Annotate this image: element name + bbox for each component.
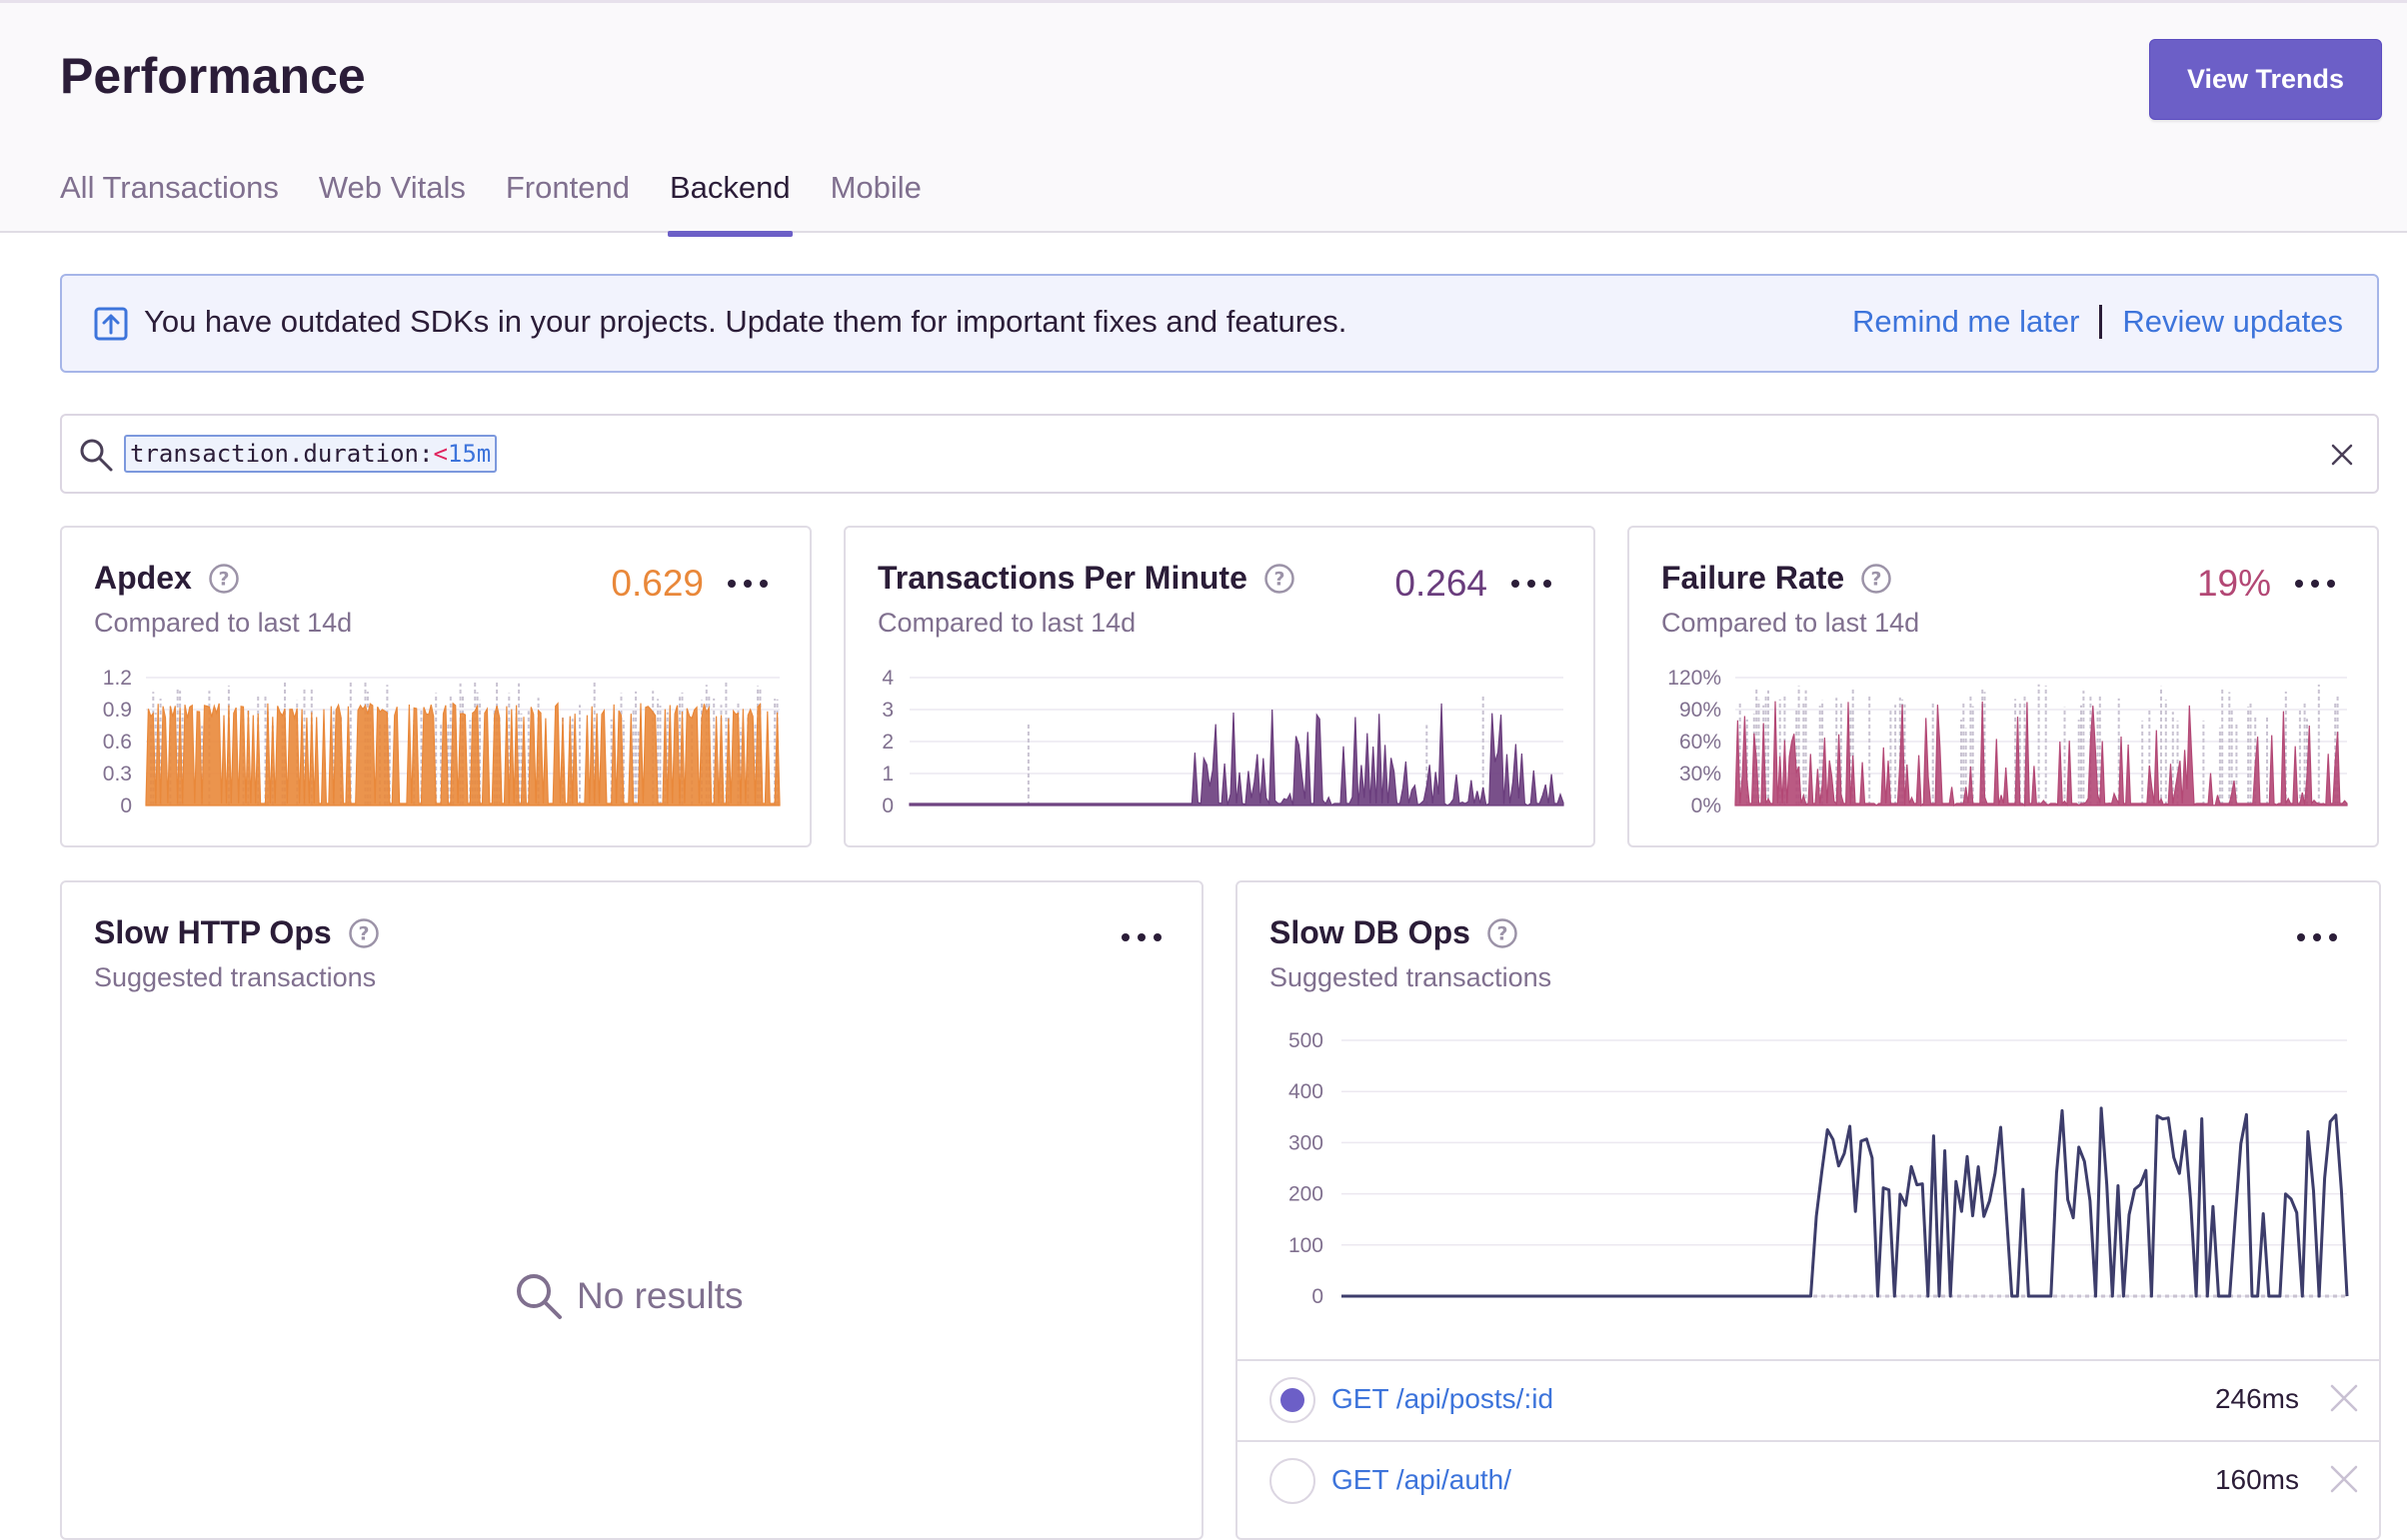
more-options-icon[interactable]: [1120, 931, 1164, 943]
filter-operator: <: [433, 440, 448, 468]
y-tick-label: 0: [120, 794, 132, 817]
upgrade-icon: [94, 307, 128, 341]
transaction-row[interactable]: GET /api/posts/:id 246ms: [1237, 1359, 2381, 1439]
apdex-subtitle: Compared to last 14d: [94, 608, 353, 638]
y-tick-label: 500: [1288, 1029, 1323, 1052]
y-tick-label: 1.2: [103, 667, 132, 690]
tab-backend[interactable]: Backend: [667, 163, 793, 237]
tpm-chart: 4 3 2 1 0: [882, 667, 1564, 817]
slow-http-subtitle: Suggested transactions: [94, 962, 377, 992]
slow-http-ops-card: Slow HTTP Ops ? Suggested transactions: [60, 880, 1204, 1540]
apdex-title: Apdex: [94, 560, 192, 596]
y-tick-label: 90%: [1679, 699, 1721, 722]
slow-db-chart: 500 400 300 200 100 0: [1288, 1029, 2349, 1308]
review-updates-link[interactable]: Review updates: [2122, 304, 2343, 339]
failure-rate-value: 19%: [2196, 563, 2271, 604]
svg-text:?: ?: [1871, 568, 1882, 590]
y-tick-label: 0: [882, 794, 894, 817]
more-options-icon[interactable]: [2295, 931, 2339, 943]
y-tick-label: 30%: [1679, 763, 1721, 785]
slow-db-subtitle: Suggested transactions: [1269, 962, 1552, 992]
y-tick-label: 2: [882, 731, 894, 754]
apdex-chart: 1.2 0.9 0.6 0.3 0: [103, 667, 781, 817]
y-tick-label: 4: [882, 667, 894, 690]
y-tick-label: 300: [1288, 1131, 1323, 1154]
y-tick-label: 120%: [1667, 667, 1721, 690]
tab-web-vitals[interactable]: Web Vitals: [318, 170, 466, 205]
failure-rate-card: Failure Rate ? Compared to last 14d 19% …: [1627, 526, 2379, 847]
series-area: [145, 702, 781, 806]
search-icon: [80, 439, 113, 472]
tpm-value: 0.264: [1394, 563, 1487, 604]
slow-db-ops-card: Slow DB Ops ? Suggested transactions 500…: [1235, 880, 2381, 1540]
y-tick-label: 0: [1311, 1285, 1323, 1308]
outdated-sdk-alert: You have outdated SDKs in your projects.…: [60, 274, 2379, 373]
transaction-link[interactable]: GET /api/auth/: [1331, 1464, 1512, 1495]
help-icon[interactable]: ?: [1860, 563, 1892, 595]
failure-rate-chart: 120% 90% 60% 30% 0%: [1667, 667, 2348, 817]
transaction-duration: 160ms: [2214, 1464, 2299, 1495]
transaction-radio[interactable]: [1269, 1458, 1315, 1504]
no-results-text: No results: [577, 1275, 744, 1316]
help-icon[interactable]: ?: [348, 917, 380, 949]
transaction-duration: 246ms: [2214, 1383, 2299, 1414]
alert-separator: [2099, 305, 2103, 339]
failure-rate-title: Failure Rate: [1661, 560, 1845, 596]
page-title: Performance: [60, 48, 366, 104]
y-tick-label: 400: [1288, 1080, 1323, 1103]
svg-text:?: ?: [1496, 922, 1507, 944]
help-icon[interactable]: ?: [1263, 563, 1295, 595]
tab-frontend[interactable]: Frontend: [505, 170, 630, 205]
tab-mobile[interactable]: Mobile: [830, 170, 922, 205]
transaction-row[interactable]: GET /api/auth/ 160ms: [1237, 1440, 2381, 1520]
help-icon[interactable]: ?: [1486, 917, 1518, 949]
more-options-icon[interactable]: [2293, 578, 2337, 590]
series-area: [909, 703, 1564, 806]
svg-text:?: ?: [358, 922, 369, 944]
view-trends-button[interactable]: View Trends: [2149, 39, 2382, 120]
apdex-card: Apdex ? Compared to last 14d 0.629 1.2 0.…: [60, 526, 812, 847]
remind-me-later-link[interactable]: Remind me later: [1852, 304, 2080, 339]
y-tick-label: 60%: [1679, 731, 1721, 754]
close-icon[interactable]: [2329, 1383, 2359, 1413]
page-header: Performance View Trends All Transactions…: [0, 0, 2407, 237]
svg-text:?: ?: [218, 568, 229, 590]
y-tick-label: 0.9: [103, 699, 132, 722]
more-options-icon[interactable]: [1509, 578, 1553, 590]
svg-text:?: ?: [1273, 568, 1284, 590]
comparison-series: [1738, 684, 2339, 805]
y-tick-label: 3: [882, 699, 894, 722]
slow-db-title: Slow DB Ops: [1269, 914, 1470, 950]
close-icon[interactable]: [2327, 440, 2357, 470]
y-tick-label: 200: [1288, 1183, 1323, 1206]
y-tick-label: 0.3: [103, 763, 132, 785]
search-bar[interactable]: transaction.duration:<15m: [60, 414, 2379, 494]
y-tick-label: 1: [882, 763, 894, 785]
transaction-radio[interactable]: [1269, 1377, 1315, 1423]
tpm-title: Transactions Per Minute: [878, 560, 1247, 596]
tab-bar: All Transactions Web Vitals Frontend Bac…: [60, 163, 962, 237]
close-icon[interactable]: [2329, 1464, 2359, 1494]
transaction-link[interactable]: GET /api/posts/:id: [1331, 1383, 1554, 1414]
y-tick-label: 0.6: [103, 731, 132, 754]
slow-http-title: Slow HTTP Ops: [94, 914, 332, 950]
y-tick-label: 0%: [1691, 794, 1721, 817]
help-icon[interactable]: ?: [208, 563, 240, 595]
alert-message: You have outdated SDKs in your projects.…: [144, 304, 1347, 339]
empty-state: No results: [513, 1270, 744, 1322]
search-icon: [517, 1274, 562, 1319]
apdex-value: 0.629: [611, 563, 704, 604]
tpm-card: Transactions Per Minute ? Compared to la…: [844, 526, 1595, 847]
failure-rate-subtitle: Compared to last 14d: [1661, 608, 1920, 638]
series-area: [1734, 701, 2348, 807]
more-options-icon[interactable]: [726, 578, 770, 590]
filter-value: 15m: [447, 440, 492, 468]
tab-all-transactions[interactable]: All Transactions: [60, 170, 279, 205]
y-tick-label: 100: [1288, 1234, 1323, 1257]
search-filter-token[interactable]: transaction.duration:<15m: [124, 435, 498, 473]
comparison-series: [1027, 696, 1484, 805]
series-line: [1341, 1106, 2349, 1298]
filter-key: transaction.duration:: [130, 440, 434, 468]
tpm-subtitle: Compared to last 14d: [878, 608, 1137, 638]
